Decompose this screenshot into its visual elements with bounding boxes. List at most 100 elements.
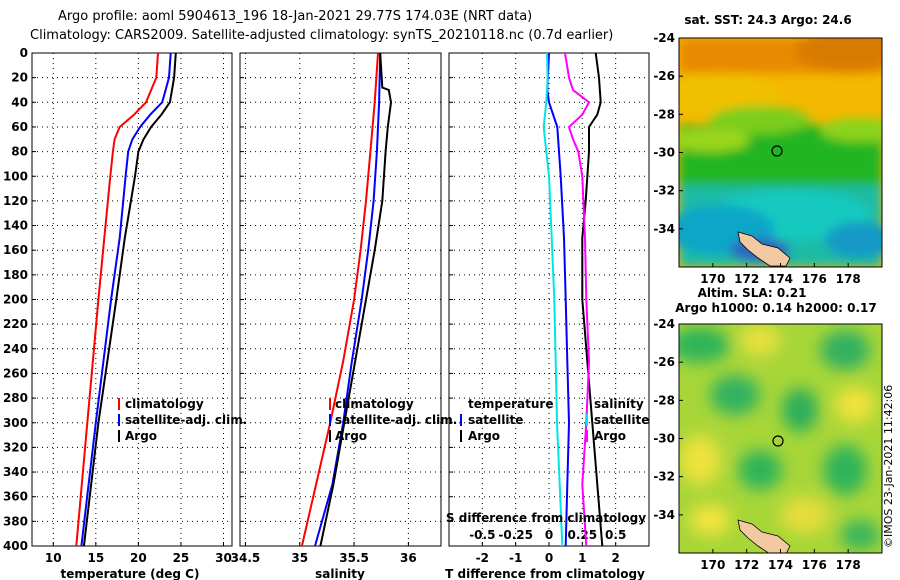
lon-tick-label: 176 bbox=[802, 558, 827, 572]
series-line-t-satellite bbox=[546, 52, 571, 547]
legend-label-climatology: climatology bbox=[335, 397, 414, 411]
depth-tick-label: 360 bbox=[3, 490, 28, 504]
depth-tick-label: 400 bbox=[3, 539, 28, 553]
legend-label-argo: Argo bbox=[125, 429, 157, 443]
top-tick-label: -0.5 bbox=[469, 528, 495, 542]
depth-tick-label: 320 bbox=[3, 440, 28, 454]
depth-tick-label: 240 bbox=[3, 342, 28, 356]
series-line-satellite-adj-clim- bbox=[314, 52, 382, 547]
series-line-satellite-adj-clim- bbox=[80, 52, 172, 547]
x-tick-label: 0 bbox=[545, 551, 553, 565]
series-line-s-argo bbox=[564, 52, 591, 547]
depth-tick-label: 300 bbox=[3, 416, 28, 430]
depth-tick-label: 100 bbox=[3, 169, 28, 183]
lat-tick-label: -30 bbox=[653, 146, 675, 160]
series-line-argo bbox=[82, 52, 177, 547]
series-line-climatology bbox=[75, 52, 159, 547]
legend-label-t-satellite: satellite bbox=[468, 413, 523, 427]
header-line2: Climatology: CARS2009. Satellite-adjuste… bbox=[30, 28, 613, 43]
x-tick-label: 20 bbox=[130, 551, 147, 565]
x-tick-label: -2 bbox=[476, 551, 489, 565]
lat-tick-label: -32 bbox=[653, 184, 675, 198]
sla-map bbox=[679, 324, 882, 553]
depth-tick-label: 380 bbox=[3, 514, 28, 528]
x-tick-label: 15 bbox=[87, 551, 104, 565]
depth-tick-label: 120 bbox=[3, 194, 28, 208]
header-line1: Argo profile: aoml 5904613_196 18-Jan-20… bbox=[58, 9, 532, 24]
depth-tick-label: 60 bbox=[11, 120, 28, 134]
lon-tick-label: 172 bbox=[734, 272, 759, 286]
legend-title-temperature: temperature bbox=[468, 397, 553, 411]
x-tick-label: 2 bbox=[611, 551, 619, 565]
depth-tick-label: 280 bbox=[3, 391, 28, 405]
gridlines bbox=[32, 52, 649, 547]
depth-tick-label: 20 bbox=[11, 71, 28, 85]
legend-label-s-argo: Argo bbox=[594, 429, 626, 443]
sla-map-title-1: Altim. SLA: 0.21 bbox=[698, 286, 807, 300]
x-tick-label: 35 bbox=[291, 551, 308, 565]
lon-tick-label: 172 bbox=[734, 558, 759, 572]
sst-map-title: sat. SST: 24.3 Argo: 24.6 bbox=[684, 13, 851, 27]
salinity-legend: climatology satellite-adj. clim. Argo bbox=[329, 397, 457, 443]
lat-tick-label: -26 bbox=[653, 355, 675, 369]
legend-label-climatology: climatology bbox=[125, 397, 204, 411]
depth-tick-label: 340 bbox=[3, 465, 28, 479]
lon-tick-label: 176 bbox=[802, 272, 827, 286]
x-tick-label: 36 bbox=[400, 551, 417, 565]
credit: ©IMOS 23-Jan-2021 11:42:06 bbox=[882, 385, 895, 548]
lon-tick-label: 170 bbox=[700, 558, 725, 572]
salinity-axis-label: salinity bbox=[315, 567, 365, 580]
temperature-legend: climatology satellite-adj. clim. Argo bbox=[118, 397, 247, 443]
sla-map-title-2: Argo h1000: 0.14 h2000: 0.17 bbox=[675, 301, 876, 315]
lat-tick-label: -24 bbox=[653, 317, 675, 331]
lon-tick-label: 174 bbox=[768, 558, 793, 572]
series-line-climatology bbox=[300, 52, 379, 547]
top-tick-label: 0 bbox=[545, 528, 553, 542]
profile-lines bbox=[75, 52, 604, 547]
x-tick-label: 1 bbox=[578, 551, 586, 565]
legend-label-s-satellite: satellite bbox=[594, 413, 649, 427]
lat-tick-label: -28 bbox=[653, 393, 675, 407]
series-line-s-satellite bbox=[542, 52, 564, 547]
difference-axis-label: T difference from climatology bbox=[445, 567, 645, 580]
top-tick-label: -0.25 bbox=[498, 528, 533, 542]
argo-position-marker bbox=[771, 145, 783, 157]
depth-tick-label: 180 bbox=[3, 268, 28, 282]
sst-map-axes: 170 172 174 176 178 -24 -26 -28 -30 -32 -34 bbox=[653, 31, 860, 286]
x-tick-label: 10 bbox=[45, 551, 62, 565]
depth-tick-label: 140 bbox=[3, 219, 28, 233]
depth-axis: 0 20 40 60 80 100 120 140 160 180 200 220 240 260 280 3… bbox=[3, 46, 28, 553]
depth-tick-label: 80 bbox=[11, 145, 28, 159]
lat-tick-label: -24 bbox=[653, 31, 675, 45]
difference-legend: temperature salinity satellite Argo sate… bbox=[460, 397, 649, 443]
depth-tick-label: 40 bbox=[11, 95, 28, 109]
top-tick-label: 0.25 bbox=[568, 528, 598, 542]
depth-tick-label: 260 bbox=[3, 366, 28, 380]
x-tick-label: 34.5 bbox=[231, 551, 261, 565]
legend-label-satellite: satellite-adj. clim. bbox=[335, 413, 457, 427]
top-axis-label: S difference from climatology bbox=[446, 511, 646, 525]
lon-tick-label: 170 bbox=[700, 272, 725, 286]
lat-tick-label: -30 bbox=[653, 432, 675, 446]
lon-tick-label: 174 bbox=[768, 272, 793, 286]
lon-tick-label: 178 bbox=[836, 272, 861, 286]
x-tick-label: 25 bbox=[173, 551, 190, 565]
x-tick-label: -1 bbox=[509, 551, 522, 565]
lat-tick-label: -28 bbox=[653, 107, 675, 121]
legend-label-t-argo: Argo bbox=[468, 429, 500, 443]
lat-tick-label: -34 bbox=[653, 508, 675, 522]
x-tick-label: 30 bbox=[215, 551, 232, 565]
argo-position-marker bbox=[772, 435, 784, 447]
series-line-t-argo bbox=[581, 52, 604, 547]
depth-tick-label: 160 bbox=[3, 243, 28, 257]
depth-tick-label: 220 bbox=[3, 317, 28, 331]
legend-title-salinity: salinity bbox=[594, 397, 644, 411]
top-tick-label: 0.5 bbox=[605, 528, 626, 542]
lat-tick-label: -34 bbox=[653, 222, 675, 236]
sst-map bbox=[679, 38, 882, 267]
depth-tick-label: 200 bbox=[3, 293, 28, 307]
lon-tick-label: 178 bbox=[836, 558, 861, 572]
lat-tick-label: -26 bbox=[653, 69, 675, 83]
